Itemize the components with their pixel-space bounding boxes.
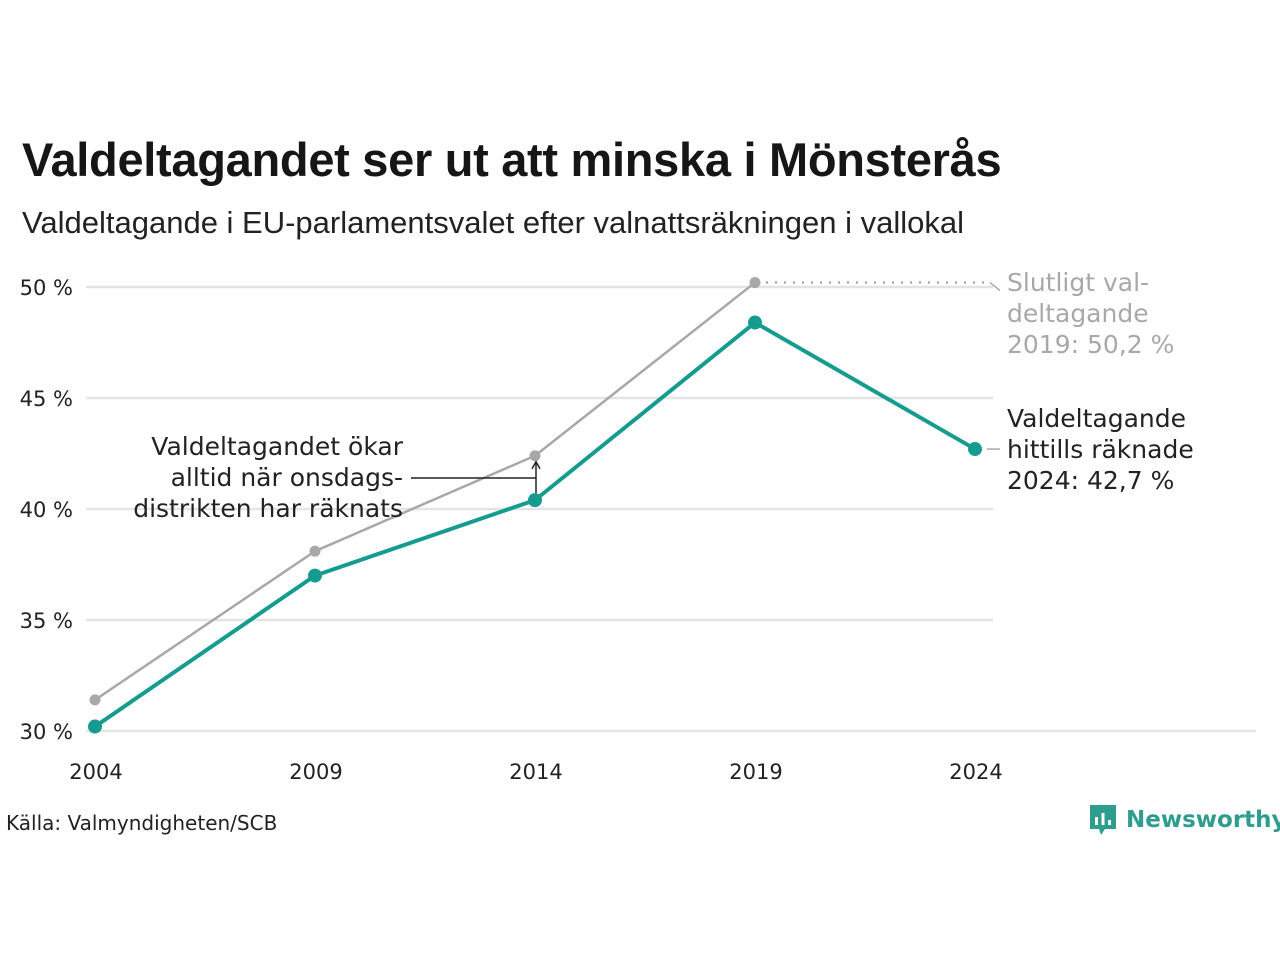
data-point-preliminary (968, 442, 982, 457)
chart-subtitle: Valdeltagande i EU-parlamentsvalet efter… (22, 205, 965, 240)
annotation-wednesday: alltid när onsdags- (171, 463, 403, 492)
y-axis: 30 % 35 % 40 % 45 % 50 % (20, 276, 73, 744)
newsworthy-logo-icon (1090, 805, 1116, 835)
data-point-preliminary (308, 568, 322, 583)
annotation-current-2024: Valdeltagande (1007, 404, 1186, 433)
series-line-preliminary (93, 320, 976, 729)
arrow-head-icon (531, 460, 541, 470)
grid-lines (86, 285, 1256, 733)
brand-name: Newsworthy (1126, 807, 1280, 833)
y-tick-label: 40 % (20, 498, 73, 522)
x-tick-label: 2024 (949, 760, 1002, 784)
data-point-preliminary (88, 719, 102, 734)
chart-title: Valdeltagandet ser ut att minska i Mönst… (22, 133, 1002, 186)
data-point-final (89, 694, 101, 706)
series-line-final (94, 281, 756, 701)
y-tick-label: 50 % (20, 276, 73, 300)
data-point-preliminary (748, 315, 762, 330)
y-tick-label: 45 % (20, 387, 73, 411)
data-point-preliminary (528, 493, 542, 508)
annotation-final-2019: Slutligt val- (1007, 268, 1149, 297)
annotation-final-2019: deltagande (1007, 299, 1149, 328)
x-tick-label: 2009 (289, 760, 342, 784)
x-axis: 2004 2009 2014 2019 2024 (69, 760, 1002, 784)
annotation-current-2024: hittills räknade (1007, 435, 1194, 464)
y-tick-label: 35 % (20, 609, 73, 633)
annotation-final-2019: 2019: 50,2 % (1007, 330, 1174, 359)
annotation-current-2024: 2024: 42,7 % (1007, 466, 1174, 495)
data-point-final (309, 545, 321, 557)
y-tick-label: 30 % (20, 720, 73, 744)
x-tick-label: 2004 (69, 760, 122, 784)
source-note: Källa: Valmyndigheten/SCB (6, 811, 278, 835)
x-tick-label: 2019 (729, 760, 782, 784)
annotation-wednesday: Valdeltagandet ökar (151, 432, 403, 461)
series-points (88, 277, 982, 734)
annotation-wednesday: distrikten har räknats (133, 494, 403, 523)
brand-logo: Newsworthy (1088, 803, 1280, 837)
data-point-final (529, 450, 541, 462)
data-point-final (749, 277, 761, 289)
x-tick-label: 2014 (509, 760, 562, 784)
leader-final-2019-tail (989, 281, 1001, 292)
